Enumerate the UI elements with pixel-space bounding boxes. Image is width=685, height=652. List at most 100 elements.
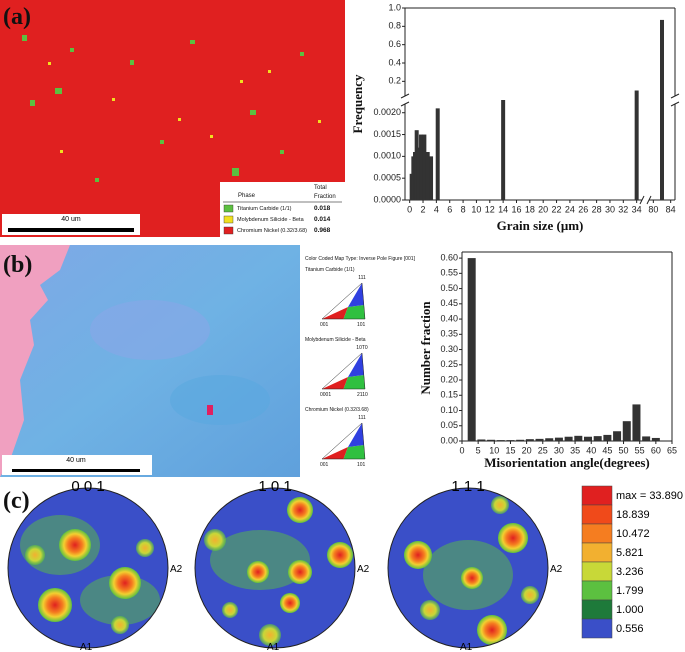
- ipf-blue: [348, 283, 364, 307]
- ipf-corner: 001: [320, 322, 329, 328]
- x-tick-label: 60: [651, 445, 661, 455]
- ipf-triangle: [321, 352, 366, 390]
- phase-name: Chromium Nickel (0.32/3.68): [237, 228, 307, 234]
- bar: [425, 152, 430, 200]
- bar: [632, 404, 641, 441]
- table-header: Fraction: [314, 194, 336, 200]
- pole-axis: A1: [460, 642, 473, 652]
- phase-swatch: [223, 204, 234, 213]
- x-axis-title: Grain size (μm): [497, 218, 584, 233]
- bar: [525, 439, 534, 441]
- phase-fraction: 0.014: [314, 216, 331, 223]
- x-axis-title: Misorientation angle(degrees): [484, 455, 649, 470]
- bar: [477, 439, 486, 441]
- break-mark: [400, 101, 410, 107]
- x-tick-label: 0: [407, 204, 412, 214]
- bar: [501, 100, 506, 200]
- scale-label: 3.236: [616, 566, 644, 578]
- pole-labels: 0 0 1 A2 A1 1 0 1 A2 A1 1 1 1 A2 A1: [71, 478, 562, 652]
- bar: [613, 431, 622, 441]
- y-axis-title: Frequency: [350, 74, 365, 133]
- phase-fraction: 0.968: [314, 227, 331, 234]
- scale-label: max = 33.890: [616, 490, 683, 502]
- bar: [429, 156, 434, 200]
- break-mark: [670, 93, 680, 99]
- scale-bar-label: 40 um: [61, 216, 81, 223]
- phase-fraction: 0.018: [314, 205, 331, 212]
- x-tick-label: 34: [632, 204, 642, 214]
- bar: [487, 439, 496, 441]
- ipf-corner: 0001: [320, 392, 331, 398]
- pole-axis: A2: [550, 564, 563, 575]
- scale-label: 1.000: [616, 604, 644, 616]
- bar: [651, 437, 660, 441]
- bar: [634, 90, 639, 200]
- x-tick-label: 2: [421, 204, 426, 214]
- legend-title: Color Coded Map Type: Inverse Pole Figur…: [305, 256, 416, 262]
- bar: [603, 434, 612, 441]
- x-tick-label: 8: [461, 204, 466, 214]
- x-tick-label: 15: [505, 445, 515, 455]
- y-tick-label: 0.60: [440, 252, 458, 262]
- bar: [467, 258, 476, 441]
- x-tick-label: 84: [666, 204, 676, 214]
- y-tick-label: 0.0000: [373, 194, 401, 204]
- bar: [660, 19, 664, 200]
- x-tick-label: 50: [619, 445, 629, 455]
- y-tick-label: 0.0010: [373, 151, 401, 161]
- ipf-outline: [321, 282, 366, 320]
- bar: [622, 421, 631, 441]
- break-mark: [646, 195, 652, 205]
- scale-swatch: [581, 523, 613, 544]
- scale-label: 5.821: [616, 547, 644, 559]
- x-tick-label: 45: [602, 445, 612, 455]
- panel-label: (a): [3, 4, 31, 30]
- charts: 0.00000.00050.00100.00150.00200.20.40.60…: [350, 2, 680, 470]
- scale-swatch: [581, 618, 613, 639]
- scale-swatch: [581, 504, 613, 525]
- ipf-legend: Color Coded Map Type: Inverse Pole Figur…: [305, 256, 416, 468]
- phase-name: Molybdenum Silicide - Beta: [237, 217, 305, 223]
- x-tick-label: 10: [489, 445, 499, 455]
- table-header: Phase: [238, 193, 256, 199]
- pole-title: 0 0 1: [71, 478, 104, 495]
- scale-swatch: [581, 542, 613, 563]
- bar: [545, 438, 554, 441]
- x-tick-label: 6: [447, 204, 452, 214]
- bar: [496, 440, 505, 441]
- x-tick-label: 12: [485, 204, 495, 214]
- x-tick-label: 4: [434, 204, 439, 214]
- bar: [516, 439, 525, 441]
- ipf-outline: [321, 352, 366, 390]
- chart: 0.0000 0.0005 0.0010 0.0015 0.0020 0.2 0.4 0.6 0…: [350, 2, 680, 233]
- y-tick-label: 0.50: [440, 283, 458, 293]
- scale-swatch: [581, 580, 613, 601]
- scale-label: 10.472: [616, 528, 650, 540]
- y-tick-label: 0.40: [440, 313, 458, 323]
- ipf-blue: [348, 353, 364, 377]
- pole-title: 1 1 1: [451, 478, 484, 495]
- ipf-corner: 2110: [357, 392, 368, 398]
- bar: [422, 134, 427, 200]
- y-tick-label: 0.20: [440, 374, 458, 384]
- y-tick-label: 0.25: [440, 359, 458, 369]
- x-tick-label: 32: [618, 204, 628, 214]
- ipf-green: [343, 305, 365, 319]
- ipf-triangle: [321, 422, 366, 460]
- phase-swatch: [223, 226, 234, 235]
- x-tick-label: 20: [538, 204, 548, 214]
- y-tick-label: 0.45: [440, 298, 458, 308]
- scale-swatch: [581, 485, 613, 506]
- break-mark: [400, 93, 410, 99]
- y-tick-label: 0.0020: [373, 107, 401, 117]
- x-tick-label: 55: [635, 445, 645, 455]
- x-tick-label: 18: [525, 204, 535, 214]
- scale-swatch: [581, 561, 613, 582]
- x-tick-label: 0: [459, 445, 464, 455]
- scale-label: 0.556: [616, 623, 644, 635]
- y-tick-label: 0.2: [388, 76, 401, 86]
- x-tick-label: 20: [522, 445, 532, 455]
- ipf-map: 40 um: [0, 245, 300, 477]
- y-tick-label: 0.6: [388, 39, 401, 49]
- pole-axis: A2: [170, 564, 183, 575]
